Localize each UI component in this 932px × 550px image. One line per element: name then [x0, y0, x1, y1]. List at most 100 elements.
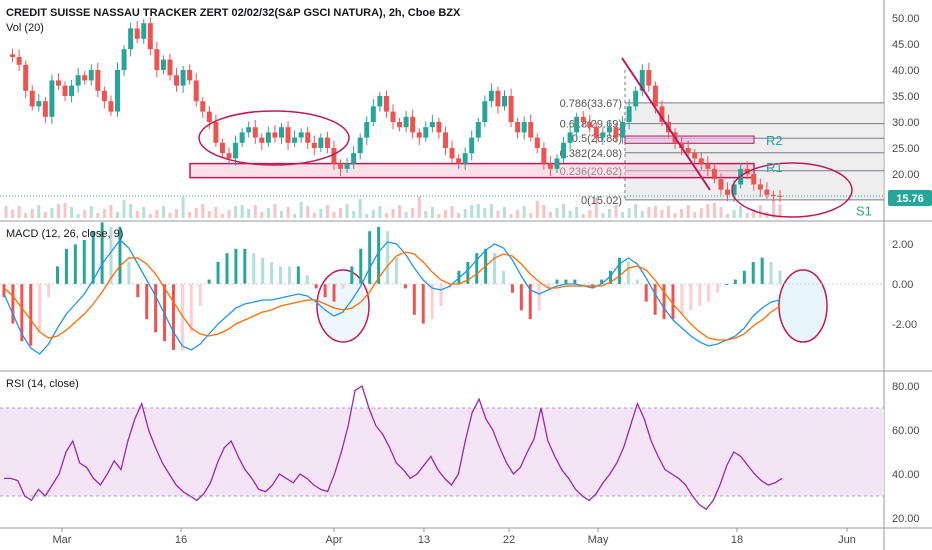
- macd-histogram-bar: [198, 284, 202, 306]
- volume-bar: [129, 204, 133, 218]
- price-axis[interactable]: 50.00 45.00 40.00 35.00 30.00 25.00 20.00 2.00 0…: [892, 13, 920, 525]
- candle-body: [134, 28, 140, 39]
- volume-bar: [437, 214, 441, 218]
- volume-bar: [680, 209, 684, 218]
- volume-bar: [476, 204, 480, 218]
- volume-bar: [529, 213, 533, 218]
- candle-body: [633, 90, 639, 107]
- volume-bar: [548, 212, 552, 218]
- macd-histogram-bar: [386, 231, 390, 284]
- volume-bar: [745, 213, 749, 218]
- volume-bar: [443, 210, 447, 218]
- volume-bar: [555, 208, 559, 218]
- volume-bar: [102, 209, 106, 218]
- macd-histogram-bar: [778, 270, 782, 284]
- macd-lines: [3, 239, 781, 355]
- volume-bar: [404, 212, 408, 218]
- candle-body: [751, 174, 757, 185]
- macd-target-ellipse: [778, 269, 828, 343]
- candle-body: [436, 122, 442, 133]
- fib-level-label: 0.236(20.62): [560, 166, 622, 178]
- candle-body: [16, 57, 22, 65]
- volume-bar: [430, 207, 434, 218]
- volume-bar: [588, 210, 592, 218]
- candle-body: [357, 137, 363, 154]
- macd-histogram-bar: [225, 253, 229, 284]
- volume-bar: [30, 209, 34, 218]
- candle-body: [252, 127, 258, 138]
- candle-body: [547, 163, 553, 169]
- macd-histogram-bar: [609, 270, 613, 284]
- level-label-r2: R2: [766, 133, 783, 148]
- time-axis[interactable]: Mar 16 Apr 13 22 May 18 Jun: [53, 528, 856, 546]
- candle-body: [731, 184, 737, 195]
- macd-histogram-bar: [519, 284, 523, 311]
- candle-body: [403, 116, 409, 128]
- macd-histogram-bar: [305, 275, 309, 284]
- volume-bar: [503, 207, 507, 218]
- volume-bar: [279, 211, 283, 218]
- candle-body: [456, 158, 462, 164]
- macd-histogram-bar: [341, 284, 345, 289]
- volume-bar: [135, 211, 139, 218]
- macd-histogram-bar: [501, 270, 505, 284]
- candle-body: [128, 28, 134, 50]
- volume-bar: [398, 205, 402, 218]
- volume-bar: [352, 211, 356, 218]
- macd-histogram-bar: [323, 284, 327, 298]
- macd-histogram-bar: [769, 262, 773, 284]
- price-tick-label: 35.00: [892, 91, 920, 103]
- candle-body: [659, 106, 665, 122]
- r2-zone: [624, 135, 755, 144]
- volume-bar: [739, 206, 743, 218]
- volume-bar: [634, 204, 638, 218]
- volume-bar: [719, 207, 723, 218]
- macd-line: [3, 239, 781, 355]
- volume-bar: [575, 207, 579, 218]
- candle-body: [429, 122, 435, 128]
- candle-body: [561, 142, 567, 159]
- candle-body: [416, 132, 422, 138]
- annotations[interactable]: [198, 57, 853, 343]
- macd-histogram-bar: [216, 262, 220, 284]
- price-tick-label: 40.00: [892, 65, 920, 77]
- candle-body: [725, 189, 731, 195]
- time-tick-label: Apr: [325, 534, 342, 546]
- candle-body: [521, 122, 527, 133]
- macd-histogram-bar: [100, 222, 104, 284]
- volume-bar: [168, 213, 172, 218]
- volume-bar: [371, 210, 375, 218]
- macd-histogram-bar: [243, 248, 247, 284]
- volume-bar: [470, 205, 474, 218]
- rsi-line: [4, 384, 783, 511]
- candle-body: [685, 148, 691, 154]
- candle-body: [777, 195, 783, 197]
- volume-bar: [594, 198, 598, 218]
- candle-body: [574, 116, 580, 133]
- macd-histogram-bar: [29, 284, 33, 346]
- macd-histogram-bar: [127, 262, 131, 284]
- candle-body: [101, 90, 107, 102]
- volume-bar: [17, 206, 21, 218]
- target-ellipse: [731, 162, 853, 218]
- rsi-tick-label: 60.00: [892, 425, 920, 437]
- candle-body: [246, 127, 252, 133]
- candle-body: [757, 184, 763, 190]
- volume-bar: [686, 205, 690, 218]
- volume-bar: [653, 206, 657, 218]
- candle-body: [55, 80, 61, 86]
- macd-tick-label: -2.00: [892, 319, 917, 331]
- candle-body: [233, 142, 239, 159]
- macd-histogram-bar: [314, 284, 318, 289]
- candle-body: [259, 137, 265, 143]
- candle-body: [554, 158, 560, 169]
- macd-histogram-bar: [350, 266, 354, 284]
- candle-body: [141, 23, 147, 39]
- macd-label: MACD (12, 26, close, 9): [6, 228, 123, 240]
- candle-body: [265, 132, 271, 143]
- macd-histogram-bar: [528, 284, 532, 320]
- candle-body: [475, 122, 481, 138]
- candle-body: [305, 132, 311, 143]
- candle-body: [200, 101, 206, 112]
